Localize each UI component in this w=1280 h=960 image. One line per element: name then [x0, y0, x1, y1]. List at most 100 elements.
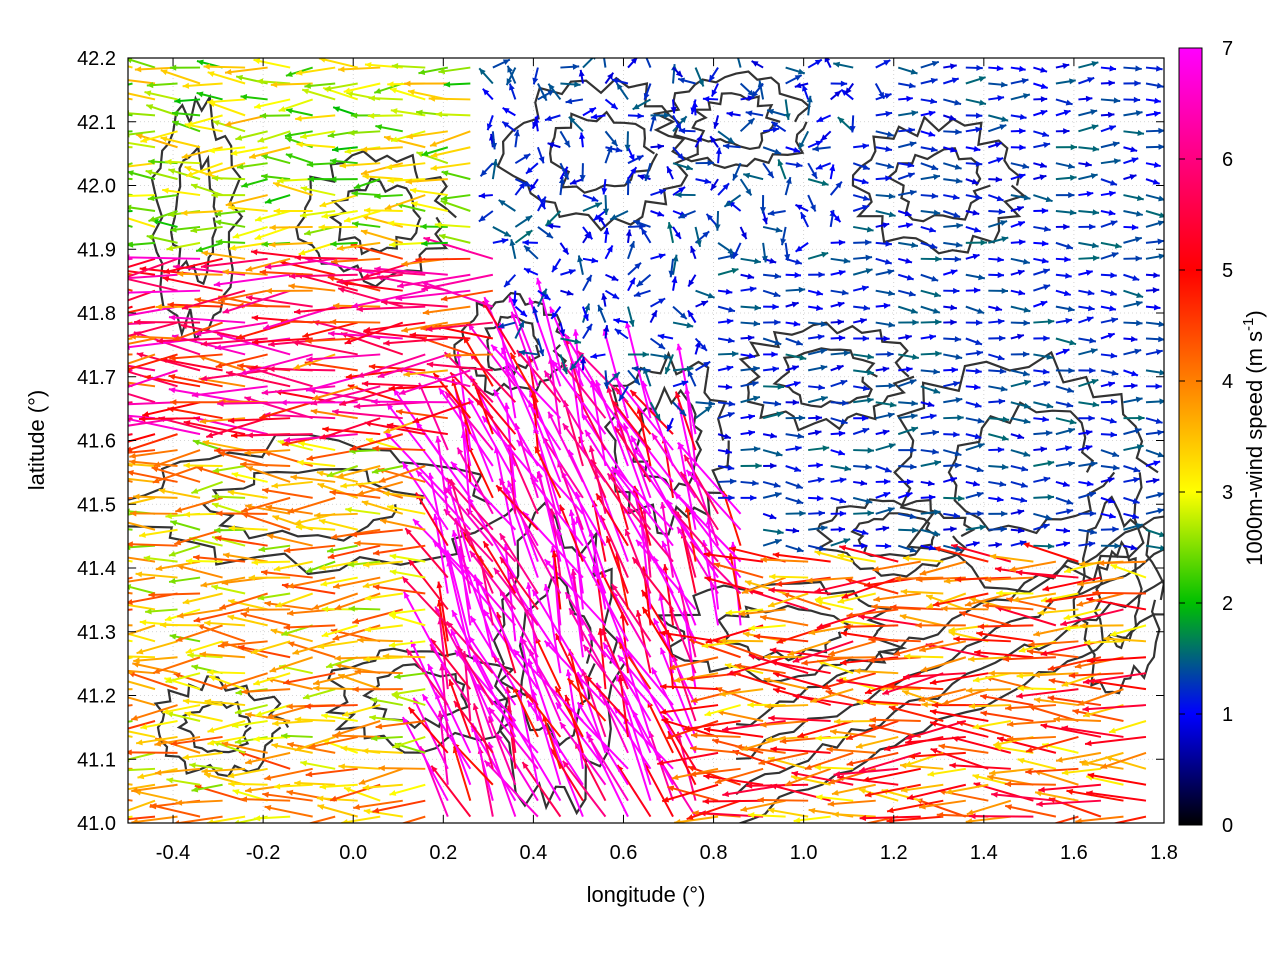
wind-arrow: [897, 172, 916, 181]
wind-arrow: [264, 767, 313, 781]
wind-arrow: [185, 557, 223, 565]
wind-arrow: [674, 815, 719, 823]
wind-arrow: [916, 576, 966, 583]
contour-line: [328, 177, 422, 256]
wind-arrow: [287, 576, 336, 589]
wind-arrow: [245, 257, 291, 272]
wind-arrow: [717, 242, 735, 255]
wind-arrow: [709, 135, 719, 148]
wind-arrow: [406, 130, 448, 140]
wind-arrow: [1078, 241, 1099, 249]
wind-arrow: [128, 353, 178, 372]
wind-arrow: [378, 765, 426, 772]
wind-arrow: [988, 463, 1009, 471]
wind-arrow: [660, 683, 719, 691]
wind-arrow: [555, 701, 607, 770]
colorbar-tick-label: 1: [1222, 704, 1233, 726]
wind-arrow: [332, 408, 403, 420]
wind-arrow: [875, 210, 896, 218]
wind-arrow: [211, 192, 246, 199]
wind-arrow: [326, 465, 359, 478]
wind-arrow: [191, 480, 223, 495]
wind-arrow: [954, 576, 1011, 583]
wind-arrow: [492, 237, 509, 244]
wind-arrow: [577, 255, 584, 275]
wind-arrow: [1123, 496, 1140, 504]
contour-line: [484, 314, 541, 376]
wind-arrow: [354, 540, 403, 547]
wind-arrow: [1010, 527, 1025, 534]
wind-arrow: [235, 130, 268, 141]
wind-arrow: [807, 194, 817, 212]
wind-arrow: [627, 261, 642, 276]
wind-arrow: [264, 600, 313, 611]
wind-arrow: [248, 574, 291, 581]
y-tick-label: 41.0: [77, 813, 116, 835]
wind-arrow: [288, 273, 358, 280]
wind-arrow: [686, 799, 741, 821]
wind-arrow: [294, 735, 336, 752]
wind-arrow: [898, 95, 913, 102]
wind-arrow: [1078, 429, 1093, 436]
wind-arrow: [601, 179, 608, 195]
wind-arrow: [537, 289, 552, 301]
wind-arrow: [293, 305, 358, 315]
wind-arrow: [1010, 465, 1029, 472]
wind-arrow: [386, 422, 448, 436]
wind-arrow: [775, 576, 831, 587]
wind-arrow: [222, 268, 268, 276]
wind-arrow: [988, 81, 1008, 88]
wind-arrow: [259, 112, 291, 119]
wind-arrow: [1083, 639, 1124, 646]
wind-arrow: [605, 535, 629, 594]
wind-arrow: [1078, 289, 1095, 296]
wind-arrow: [154, 767, 201, 776]
wind-arrow: [184, 711, 223, 722]
wind-arrow: [1086, 790, 1147, 802]
wind-arrow: [841, 576, 899, 599]
wind-arrow: [478, 67, 494, 85]
wind-arrow: [855, 735, 899, 749]
wind-arrow: [242, 606, 291, 613]
wind-arrow: [664, 354, 674, 375]
wind-arrow: [339, 162, 381, 169]
wind-arrow: [372, 544, 426, 556]
wind-arrow: [479, 162, 494, 177]
wind-arrow: [355, 267, 426, 276]
wind-arrow: [687, 274, 697, 288]
wind-arrow: [844, 623, 899, 630]
wind-arrow: [965, 815, 1011, 823]
wind-arrow: [762, 126, 780, 133]
wind-arrow: [672, 365, 694, 372]
wind-arrow: [633, 219, 651, 228]
wind-arrow: [214, 527, 246, 534]
wind-arrow: [569, 178, 584, 185]
wind-arrow: [964, 592, 1012, 607]
wind-arrow: [920, 528, 941, 537]
wind-arrow: [1017, 685, 1056, 692]
wind-arrow: [200, 576, 246, 588]
wind-arrow: [672, 321, 694, 329]
wind-arrow: [128, 449, 156, 454]
wind-arrow: [401, 461, 449, 531]
wind-arrow: [792, 693, 854, 707]
wind-arrow: [784, 99, 791, 121]
wind-arrow: [808, 384, 825, 391]
wind-arrow: [965, 433, 982, 440]
wind-arrow: [345, 506, 381, 515]
wind-arrow: [807, 364, 828, 372]
wind-arrow: [290, 474, 336, 483]
contour-line: [736, 515, 1164, 727]
wind-arrow: [943, 449, 962, 457]
wind-arrow: [128, 414, 156, 420]
wind-arrow: [1123, 289, 1144, 298]
wind-arrow: [430, 162, 471, 171]
y-tick-label: 41.8: [77, 303, 116, 325]
wind-arrow: [499, 556, 539, 611]
wind-arrow: [532, 306, 539, 323]
wind-arrow: [897, 379, 917, 388]
wind-arrow: [1078, 76, 1095, 85]
wind-arrow: [174, 528, 223, 546]
wind-arrow: [1010, 173, 1026, 181]
wind-arrow: [1123, 320, 1143, 327]
